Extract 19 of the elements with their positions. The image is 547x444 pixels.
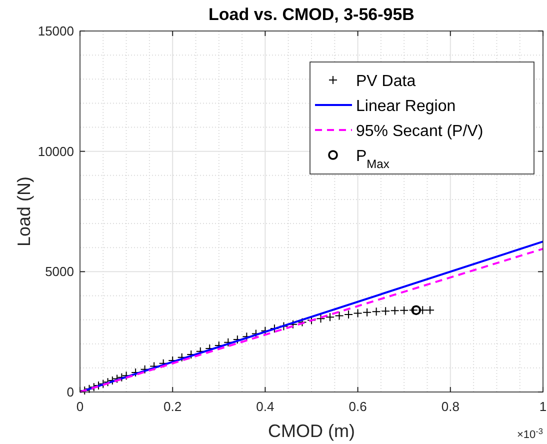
legend-label: PV Data [356, 73, 416, 90]
y-tick-label: 15000 [38, 24, 74, 38]
y-tick-label: 10000 [38, 144, 74, 159]
y-tick-label: 5000 [45, 264, 74, 280]
chart-title: Load vs. CMOD, 3-56-95B [208, 5, 414, 24]
y-axis-title: Load (N) [14, 176, 34, 247]
legend-label: P$_{Max}$ [356, 148, 390, 171]
x-tick-label: 0 [76, 399, 84, 414]
point [411, 305, 422, 316]
text: ×10$^{-3}$ [516, 426, 544, 441]
legend-label: Linear Region [356, 98, 456, 115]
x-tick-label: 0.8 [441, 399, 460, 414]
x-tick-label: 0.2 [164, 399, 182, 414]
x-axis-title: CMOD (m) [268, 421, 355, 441]
y-tick-label: 0 [66, 384, 74, 400]
x-tick-label: 0.4 [256, 399, 274, 414]
x-tick-label: 0.6 [348, 399, 367, 414]
legend-label: 95% Secant (P/V) [356, 123, 484, 140]
x-tick-label: 1 [539, 399, 547, 414]
